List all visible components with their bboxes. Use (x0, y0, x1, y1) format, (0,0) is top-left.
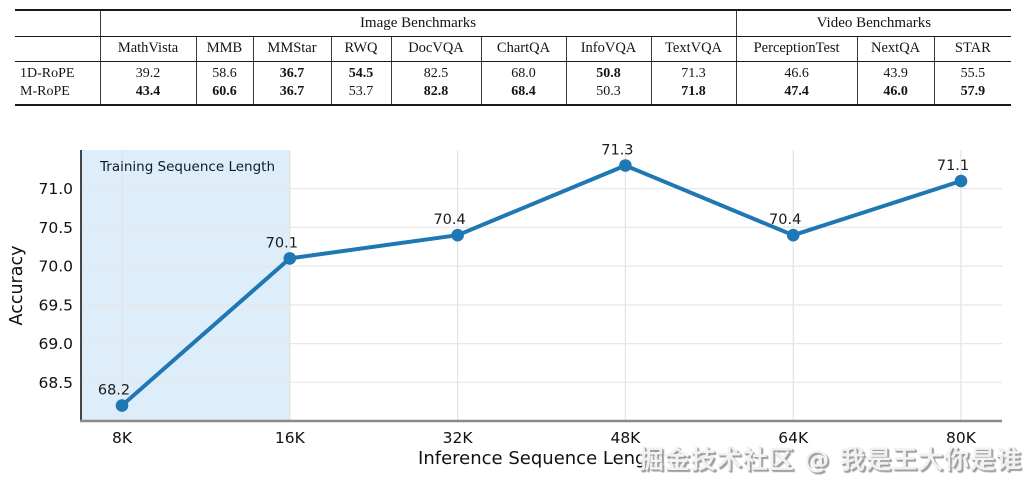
column-header-chartqa: ChartQA (480, 36, 566, 62)
x-axis-label: Inference Sequence Length (418, 448, 665, 469)
metric-value: 71.8 (650, 83, 737, 105)
column-header-rwq: RWQ (330, 36, 391, 62)
data-point (954, 174, 968, 188)
metric-value: 55.5 (933, 61, 1012, 83)
column-header-perceptiontest: PerceptionTest (735, 36, 858, 62)
metric-value: 68.0 (480, 61, 566, 83)
column-header-nextqa: NextQA (856, 36, 935, 62)
metric-value: 71.3 (650, 61, 737, 83)
metric-value: 68.4 (480, 83, 566, 105)
table-row-1d-rope: 1D-RoPE 39.2 58.6 36.7 54.5 82.5 68.0 50.8 71.3 4… (15, 61, 1012, 83)
point-label: 68.2 (98, 383, 130, 399)
metric-value: 82.5 (390, 61, 481, 83)
column-header-infovqa: InfoVQA (565, 36, 651, 62)
group-header-spacer (15, 10, 100, 37)
x-tick-label: 16K (275, 429, 306, 447)
y-tick-label: 69.0 (38, 335, 73, 353)
column-header-spacer (15, 36, 100, 62)
metric-value: 36.7 (252, 83, 331, 105)
x-tick-label: 32K (443, 429, 474, 447)
metric-value: 47.4 (735, 83, 858, 105)
point-label: 71.3 (601, 143, 633, 159)
metric-value: 50.8 (565, 61, 651, 83)
y-tick-label: 71.0 (38, 180, 73, 198)
metric-value: 46.0 (856, 83, 935, 105)
group-header-image-benchmarks: Image Benchmarks (99, 10, 737, 37)
metric-value: 54.5 (330, 61, 391, 83)
data-point (451, 228, 464, 242)
metric-value: 46.6 (735, 61, 858, 83)
point-label: 70.4 (433, 212, 465, 228)
table-row-m-rope: M-RoPE 43.4 60.6 36.7 53.7 82.8 68.4 50.3 71.8 47… (15, 83, 1012, 105)
metric-value: 43.4 (99, 83, 196, 105)
metric-value: 57.9 (933, 83, 1012, 105)
metric-value: 39.2 (99, 61, 196, 83)
column-header-mathvista: MathVista (99, 36, 196, 62)
watermark: 掘金技术社区 @ 我是王大你是谁 (638, 445, 1022, 474)
metric-value: 60.6 (195, 83, 253, 105)
accuracy-line (120, 163, 963, 408)
column-header-star: STAR (933, 36, 1012, 62)
column-header-textvqa: TextVQA (650, 36, 737, 62)
group-header-video-benchmarks: Video Benchmarks (735, 10, 1012, 37)
metric-value: 36.7 (252, 61, 331, 83)
y-tick-label: 70.0 (38, 258, 73, 276)
metric-value: 50.3 (565, 83, 651, 105)
column-header-mmstar: MMStar (252, 36, 331, 62)
x-tick-label: 8K (112, 429, 133, 447)
data-point (115, 399, 129, 412)
column-header-docvqa: DocVQA (390, 36, 481, 62)
y-tick-label: 69.5 (38, 296, 73, 314)
training-region (81, 150, 290, 421)
row-label: 1D-RoPE (20, 66, 75, 81)
row-label: M-RoPE (20, 84, 70, 99)
y-tick-label: 68.5 (38, 374, 73, 392)
data-point (786, 228, 800, 242)
benchmark-table: Image Benchmarks Video Benchmarks MathVist… (15, 9, 1012, 106)
x-tick-label: 48K (610, 429, 641, 447)
metric-value: 58.6 (195, 61, 253, 83)
data-point (619, 159, 632, 172)
metric-value: 53.7 (330, 83, 391, 105)
point-label: 70.1 (266, 235, 298, 251)
point-label: 71.1 (937, 158, 969, 174)
metric-value: 43.9 (856, 61, 935, 83)
y-tick-label: 70.5 (38, 219, 73, 237)
column-header-mmb: MMB (195, 36, 253, 62)
x-tick-label: 80K (946, 429, 977, 447)
training-region-label: Training Sequence Length (99, 159, 275, 175)
x-tick-label: 64K (778, 429, 809, 447)
point-label: 70.4 (769, 212, 801, 228)
y-axis-label: Accuracy (7, 246, 27, 326)
metric-value: 82.8 (390, 83, 481, 105)
data-point (283, 252, 297, 265)
